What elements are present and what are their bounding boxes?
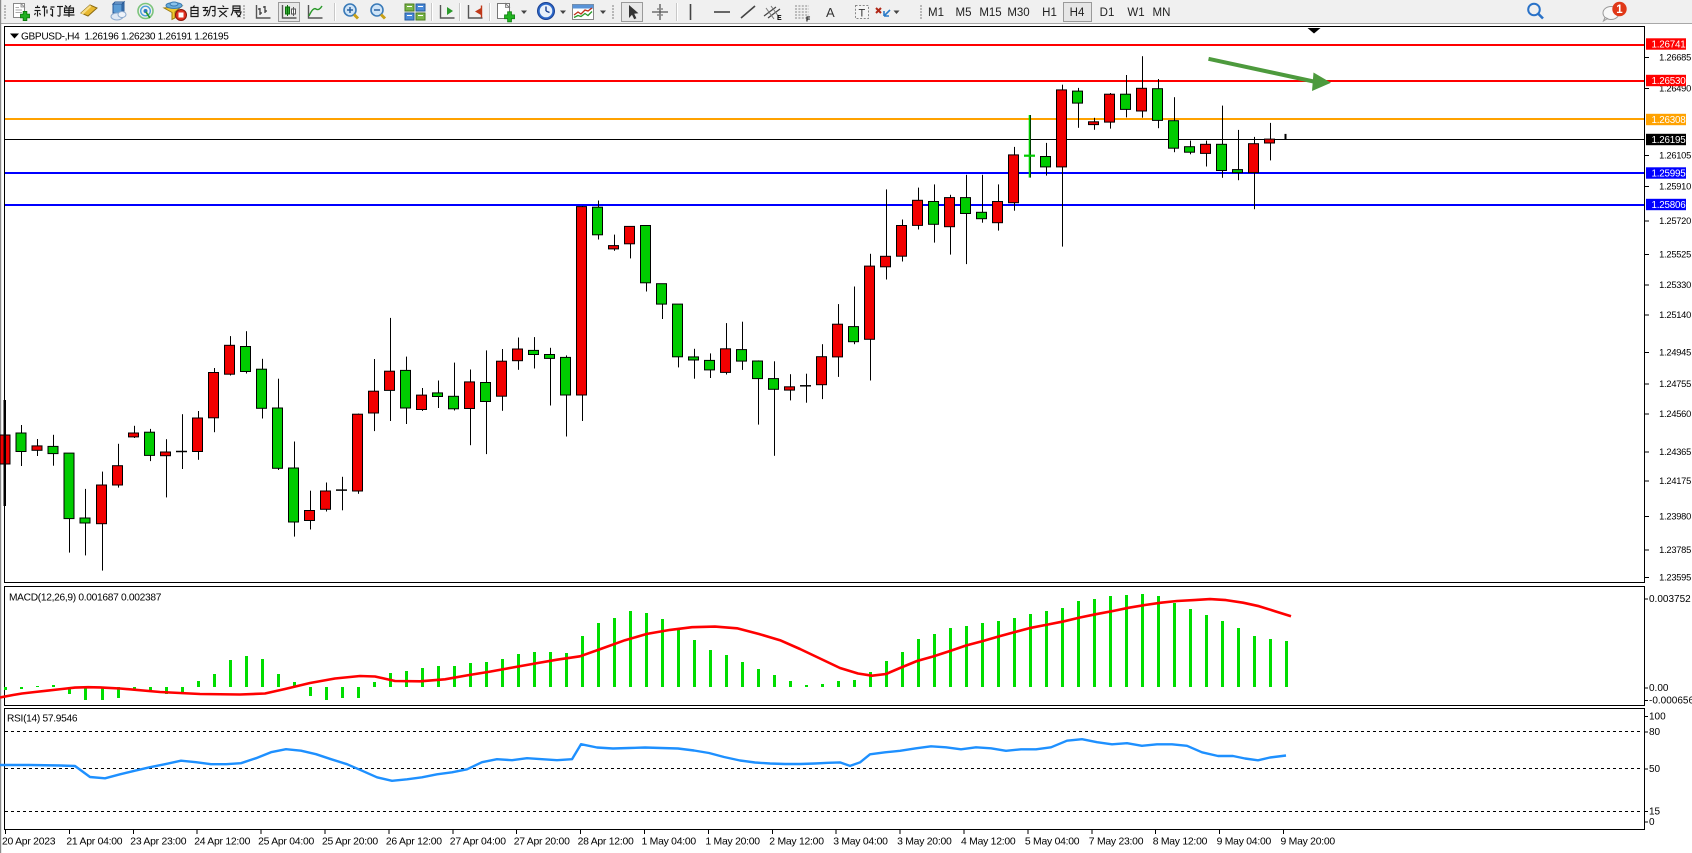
svg-text:1.24365: 1.24365 (1659, 447, 1691, 457)
svg-text:A: A (826, 5, 835, 20)
svg-text:25 Apr 04:00: 25 Apr 04:00 (258, 837, 314, 848)
svg-text:1.24755: 1.24755 (1659, 379, 1691, 389)
svg-text:1: 1 (1616, 4, 1623, 16)
svg-text:M30: M30 (1007, 7, 1029, 19)
svg-text:20 Apr 2023: 20 Apr 2023 (2, 837, 56, 848)
svg-text:1 May 04:00: 1 May 04:00 (642, 837, 697, 848)
svg-text:23 Apr 23:00: 23 Apr 23:00 (130, 837, 186, 848)
svg-text:1.25910: 1.25910 (1659, 181, 1691, 191)
svg-text:24 Apr 12:00: 24 Apr 12:00 (194, 837, 250, 848)
svg-text:M5: M5 (956, 7, 972, 19)
svg-text:1.25330: 1.25330 (1659, 280, 1691, 290)
svg-text:0.00: 0.00 (1649, 683, 1669, 694)
svg-text:GBPUSD-,H4 1.26196 1.26230 1.: GBPUSD-,H4 1.26196 1.26230 1.26191 1.261… (21, 32, 229, 43)
svg-text:1.23785: 1.23785 (1659, 545, 1691, 555)
svg-text:0.003752: 0.003752 (1649, 594, 1691, 605)
svg-text:100: 100 (1649, 712, 1666, 723)
svg-text:M15: M15 (979, 7, 1001, 19)
svg-text:1.26530: 1.26530 (1651, 76, 1686, 87)
svg-text:1.26308: 1.26308 (1651, 115, 1686, 126)
svg-text:3 May 20:00: 3 May 20:00 (897, 837, 952, 848)
svg-text:80: 80 (1649, 727, 1661, 738)
svg-text:1.26685: 1.26685 (1659, 52, 1691, 62)
svg-text:0: 0 (1649, 817, 1655, 828)
svg-text:W1: W1 (1127, 7, 1144, 19)
svg-text:1.24560: 1.24560 (1659, 409, 1691, 419)
svg-text:50: 50 (1649, 764, 1661, 775)
svg-text:8 May 12:00: 8 May 12:00 (1153, 837, 1208, 848)
svg-text:3 May 04:00: 3 May 04:00 (833, 837, 888, 848)
svg-text:RSI(14) 57.9546: RSI(14) 57.9546 (7, 714, 78, 725)
svg-text:9 May 20:00: 9 May 20:00 (1281, 837, 1336, 848)
svg-text:-0.000656: -0.000656 (1649, 696, 1692, 707)
svg-text:D1: D1 (1100, 7, 1115, 19)
svg-text:1.26490: 1.26490 (1659, 83, 1691, 93)
svg-text:1.25720: 1.25720 (1659, 216, 1691, 226)
svg-text:25 Apr 20:00: 25 Apr 20:00 (322, 837, 378, 848)
svg-text:1 May 20:00: 1 May 20:00 (705, 837, 760, 848)
svg-text:1.25140: 1.25140 (1659, 310, 1691, 320)
svg-text:1.23980: 1.23980 (1659, 511, 1691, 521)
svg-text:7 May 23:00: 7 May 23:00 (1089, 837, 1144, 848)
svg-text:1.25995: 1.25995 (1651, 169, 1686, 180)
svg-text:1.24175: 1.24175 (1659, 476, 1691, 486)
svg-text:4 May 12:00: 4 May 12:00 (961, 837, 1016, 848)
svg-text:28 Apr 12:00: 28 Apr 12:00 (578, 837, 634, 848)
svg-text:27 Apr 04:00: 27 Apr 04:00 (450, 837, 506, 848)
svg-text:9 May 04:00: 9 May 04:00 (1217, 837, 1272, 848)
svg-text:15: 15 (1649, 807, 1661, 818)
svg-text:2 May 12:00: 2 May 12:00 (769, 837, 824, 848)
svg-text:1.25525: 1.25525 (1659, 249, 1691, 259)
svg-text:1.25806: 1.25806 (1651, 200, 1686, 211)
svg-text:H1: H1 (1042, 7, 1057, 19)
svg-text:1.24945: 1.24945 (1659, 347, 1691, 357)
svg-text:5 May 04:00: 5 May 04:00 (1025, 837, 1080, 848)
svg-text:E: E (777, 15, 782, 22)
svg-text:M1: M1 (928, 7, 944, 19)
svg-text:1.23595: 1.23595 (1659, 572, 1691, 582)
svg-text:1.26195: 1.26195 (1651, 135, 1686, 146)
svg-text:21 Apr 04:00: 21 Apr 04:00 (66, 837, 122, 848)
svg-text:1.26741: 1.26741 (1651, 40, 1685, 51)
svg-text:MACD(12,26,9) 0.001687 0.00238: MACD(12,26,9) 0.001687 0.002387 (9, 593, 162, 604)
svg-text:F: F (806, 17, 811, 24)
svg-text:MN: MN (1153, 7, 1171, 19)
svg-text:1.26105: 1.26105 (1659, 150, 1691, 160)
svg-text:T: T (859, 8, 866, 20)
svg-text:H4: H4 (1070, 7, 1085, 19)
svg-text:26 Apr 12:00: 26 Apr 12:00 (386, 837, 442, 848)
svg-text:27 Apr 20:00: 27 Apr 20:00 (514, 837, 570, 848)
